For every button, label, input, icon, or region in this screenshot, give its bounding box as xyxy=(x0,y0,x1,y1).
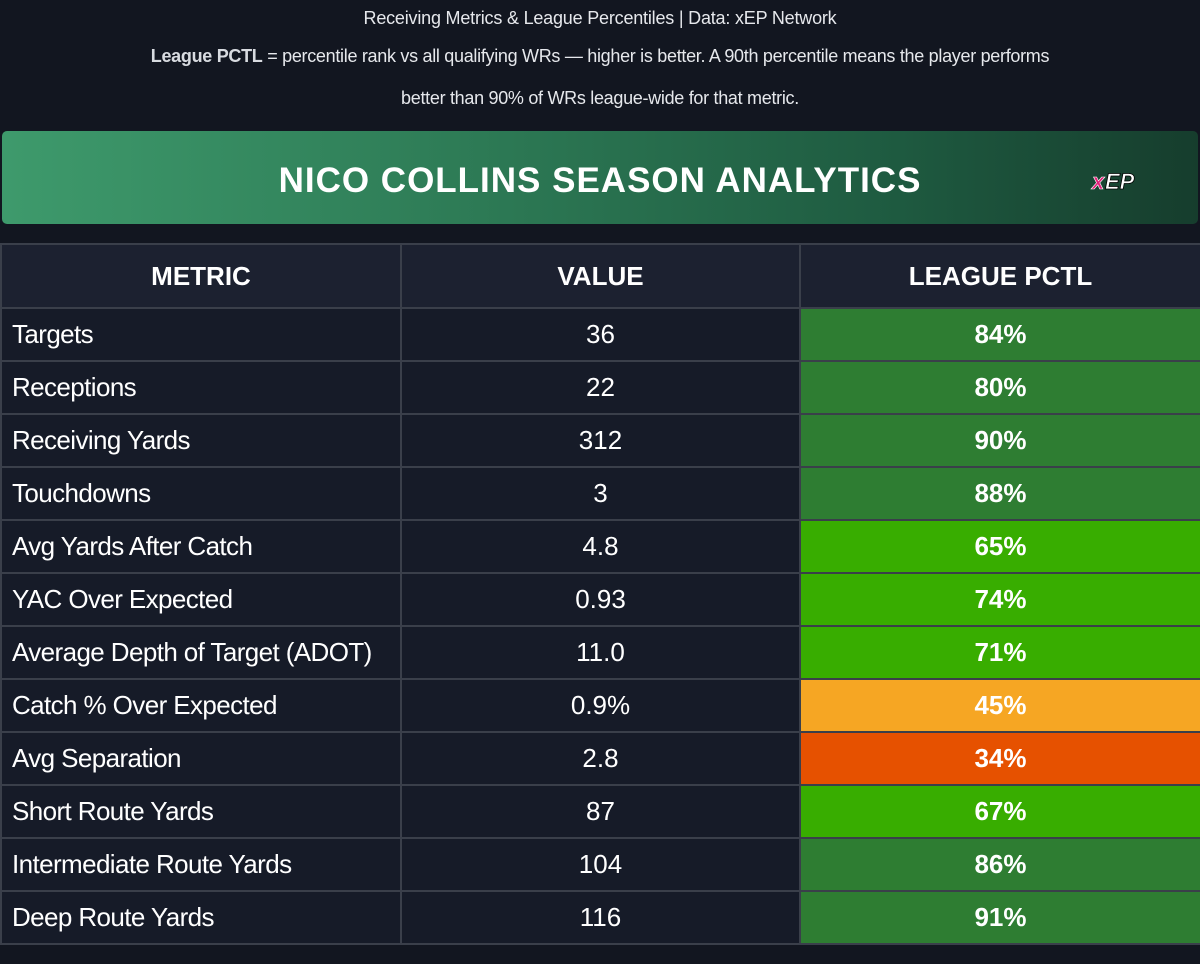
value-cell: 87 xyxy=(400,784,801,839)
value-cell: 2.8 xyxy=(400,731,801,786)
value-cell: 36 xyxy=(400,307,801,362)
metric-cell: Targets xyxy=(0,307,402,362)
value-cell: 0.93 xyxy=(400,572,801,627)
title-banner: NICO COLLINS SEASON ANALYTICS xyxy=(2,131,1198,224)
metrics-table: METRIC VALUE LEAGUE PCTL Targets 36 84% Rec… xyxy=(0,243,1200,945)
percentile-cell: 80% xyxy=(799,360,1200,415)
value-cell: 22 xyxy=(400,360,801,415)
table-row: Touchdowns 3 88% xyxy=(0,466,1200,521)
table-row: Short Route Yards 87 67% xyxy=(0,784,1200,839)
percentile-cell: 91% xyxy=(799,890,1200,945)
value-cell: 312 xyxy=(400,413,801,468)
metric-cell: Avg Separation xyxy=(0,731,402,786)
xep-logo-ep: EP xyxy=(1105,169,1135,194)
caption-definition-text: = percentile rank vs all qualifying WRs … xyxy=(262,46,1050,66)
table-row: Avg Yards After Catch 4.8 65% xyxy=(0,519,1200,574)
metric-cell: Touchdowns xyxy=(0,466,402,521)
table-row: Receptions 22 80% xyxy=(0,360,1200,415)
percentile-cell: 67% xyxy=(799,784,1200,839)
percentile-cell: 34% xyxy=(799,731,1200,786)
xep-logo: x EP xyxy=(1091,169,1135,194)
metric-cell: Short Route Yards xyxy=(0,784,402,839)
value-cell: 4.8 xyxy=(400,519,801,574)
percentile-cell: 45% xyxy=(799,678,1200,733)
value-cell: 3 xyxy=(400,466,801,521)
table-row: YAC Over Expected 0.93 74% xyxy=(0,572,1200,627)
caption-title: Receiving Metrics & League Percentiles |… xyxy=(363,8,837,28)
table-row: Catch % Over Expected 0.9% 45% xyxy=(0,678,1200,733)
page-title: NICO COLLINS SEASON ANALYTICS xyxy=(278,161,922,200)
table-row: Average Depth of Target (ADOT) 11.0 71% xyxy=(0,625,1200,680)
value-cell: 0.9% xyxy=(400,678,801,733)
metric-cell: Receiving Yards xyxy=(0,413,402,468)
table-header-row: METRIC VALUE LEAGUE PCTL xyxy=(0,243,1200,309)
caption-definition: League PCTL = percentile rank vs all qua… xyxy=(0,44,1200,68)
metric-cell: YAC Over Expected xyxy=(0,572,402,627)
metric-cell: Receptions xyxy=(0,360,402,415)
percentile-cell: 90% xyxy=(799,413,1200,468)
metric-cell: Intermediate Route Yards xyxy=(0,837,402,892)
caption-definition-term: League PCTL xyxy=(150,46,263,66)
percentile-cell: 74% xyxy=(799,572,1200,627)
metric-cell: Avg Yards After Catch xyxy=(0,519,402,574)
table-row: Targets 36 84% xyxy=(0,307,1200,362)
value-cell: 11.0 xyxy=(400,625,801,680)
xep-logo-x: x xyxy=(1091,169,1105,194)
table-row: Deep Route Yards 116 91% xyxy=(0,890,1200,945)
table-row: Receiving Yards 312 90% xyxy=(0,413,1200,468)
percentile-cell: 65% xyxy=(799,519,1200,574)
metrics-table-wrapper: METRIC VALUE LEAGUE PCTL Targets 36 84% Rec… xyxy=(0,243,1200,945)
value-cell: 116 xyxy=(400,890,801,945)
percentile-cell: 86% xyxy=(799,837,1200,892)
percentile-cell: 71% xyxy=(799,625,1200,680)
metric-cell: Deep Route Yards xyxy=(0,890,402,945)
table-body: Targets 36 84% Receptions 22 80% Receiving Yar… xyxy=(0,307,1200,945)
percentile-cell: 84% xyxy=(799,307,1200,362)
header-metric[interactable]: METRIC xyxy=(0,243,402,309)
table-row: Intermediate Route Yards 104 86% xyxy=(0,837,1200,892)
metric-cell: Catch % Over Expected xyxy=(0,678,402,733)
metric-cell: Average Depth of Target (ADOT) xyxy=(0,625,402,680)
header-league-pctl[interactable]: LEAGUE PCTL xyxy=(799,243,1200,309)
header-value[interactable]: VALUE xyxy=(400,243,801,309)
value-cell: 104 xyxy=(400,837,801,892)
caption-definition-continued: better than 90% of WRs league-wide for t… xyxy=(401,88,799,108)
table-row: Avg Separation 2.8 34% xyxy=(0,731,1200,786)
percentile-cell: 88% xyxy=(799,466,1200,521)
